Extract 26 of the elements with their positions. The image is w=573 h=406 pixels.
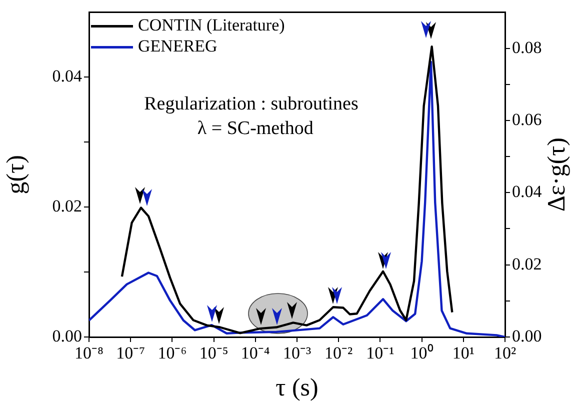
y-tick-label: 0.04: [52, 66, 82, 86]
y2-axis-title: Δε·g(τ): [544, 138, 571, 212]
annotation: Regularization : subroutines: [144, 93, 358, 114]
x-tick-label: 10⁻⁵: [199, 344, 228, 363]
x-tick-label: 10⁻³: [282, 344, 312, 363]
y2-tick-label: 0.04: [512, 182, 542, 202]
y2-tick-label: 0.02: [512, 254, 542, 274]
y2-tick-label: 0.08: [512, 38, 542, 57]
x-axis-title: τ (s): [276, 374, 318, 402]
x-tick-label: 10⁻²: [324, 344, 353, 363]
annotation: λ = SC-method: [197, 118, 314, 140]
x-tick-label: 10⁻⁶: [158, 344, 187, 363]
x-tick-label: 10⁻⁸: [74, 344, 104, 363]
x-tick-label: 10²: [494, 344, 516, 363]
x-tick-label: 10¹: [452, 344, 474, 363]
y2-tick-label: 0.06: [512, 110, 542, 129]
y-tick-label: 0.00: [52, 326, 82, 346]
y2-tick-label: 0.00: [512, 326, 542, 346]
x-tick-label: 10⁰: [410, 344, 434, 363]
x-tick-label: 10⁻⁴: [240, 344, 270, 363]
y-axis-title: g(τ): [2, 155, 30, 194]
legend-label: CONTIN (Literature): [138, 16, 285, 35]
x-tick-label: 10⁻¹: [366, 344, 394, 363]
x-tick-label: 10⁻⁷: [116, 344, 146, 363]
legend-label: GENEREG: [138, 36, 218, 56]
y-tick-label: 0.02: [52, 196, 82, 216]
